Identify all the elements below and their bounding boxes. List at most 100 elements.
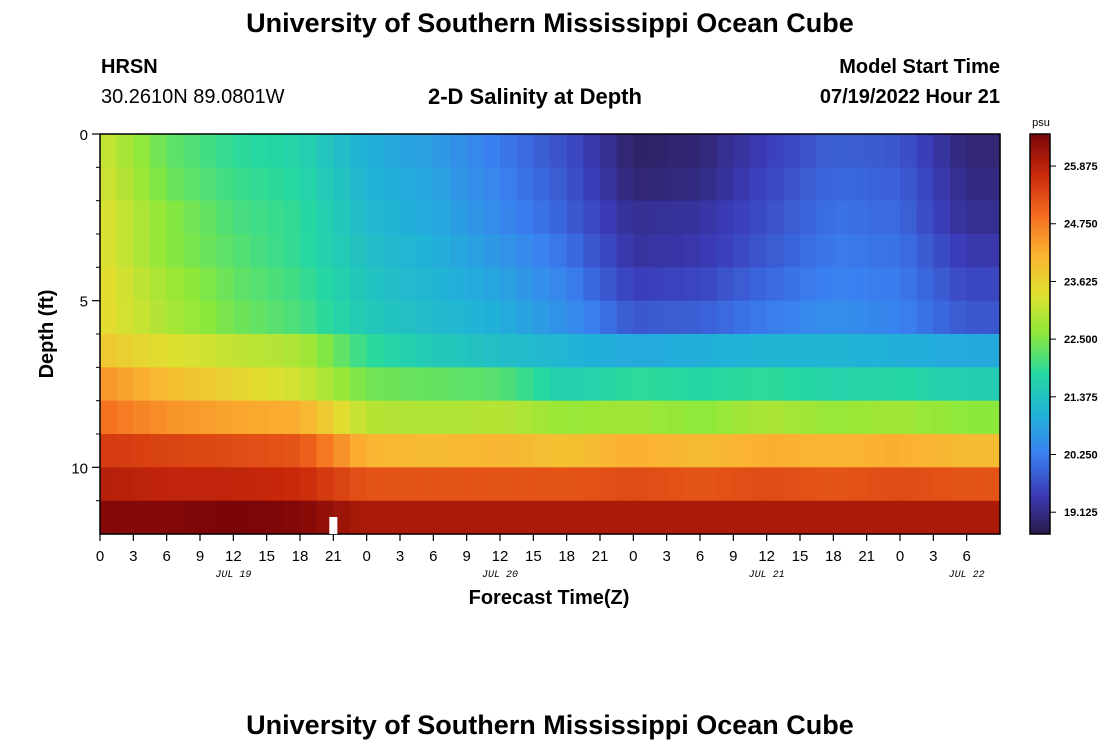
heatmap-cell bbox=[383, 300, 401, 335]
heatmap-cell bbox=[633, 500, 651, 535]
heatmap-cell bbox=[533, 334, 551, 368]
heatmap-cell bbox=[500, 267, 518, 302]
heatmap-cell bbox=[866, 367, 884, 402]
heatmap-cell bbox=[666, 167, 684, 202]
heatmap-cell bbox=[850, 300, 868, 335]
heatmap-cell bbox=[533, 467, 551, 502]
heatmap-cell bbox=[316, 234, 334, 268]
heatmap-cell bbox=[266, 434, 284, 468]
heatmap-cell bbox=[916, 267, 934, 302]
heatmap-cell bbox=[416, 434, 434, 468]
heatmap-cell bbox=[300, 234, 318, 268]
heatmap-cell bbox=[933, 334, 951, 368]
heatmap-cell bbox=[650, 200, 668, 235]
heatmap-cell bbox=[933, 400, 951, 435]
heatmap-cell bbox=[900, 334, 918, 368]
heatmap-cell bbox=[950, 200, 968, 235]
current-time-marker bbox=[329, 517, 338, 534]
heatmap-cell bbox=[600, 434, 618, 468]
heatmap-cell bbox=[133, 134, 151, 168]
heatmap-cell bbox=[650, 467, 668, 502]
heatmap-cell bbox=[416, 334, 434, 368]
heatmap-cell bbox=[950, 500, 968, 535]
heatmap-cell bbox=[616, 134, 634, 168]
heatmap-cell bbox=[900, 434, 918, 468]
heatmap-cell bbox=[550, 267, 568, 302]
heatmap-cell bbox=[150, 234, 168, 268]
heatmap-cell bbox=[633, 334, 651, 368]
heatmap-cell bbox=[933, 267, 951, 302]
heatmap-cell bbox=[316, 134, 334, 168]
chart-subtitle: 2-D Salinity at Depth bbox=[428, 84, 642, 109]
heatmap-cell bbox=[116, 234, 134, 268]
heatmap-cell bbox=[900, 267, 918, 302]
heatmap-cell bbox=[333, 500, 351, 535]
heatmap-cell bbox=[500, 367, 518, 402]
heatmap-cell bbox=[200, 167, 218, 202]
colorbar-tick-label: 24.750 bbox=[1064, 219, 1098, 231]
heatmap-cell bbox=[483, 134, 501, 168]
heatmap-cell bbox=[416, 500, 434, 535]
heatmap-cell bbox=[400, 167, 418, 202]
heatmap-cell bbox=[100, 434, 118, 468]
heatmap-cell bbox=[883, 200, 901, 235]
heatmap-cell bbox=[616, 367, 634, 402]
heatmap-cell bbox=[466, 334, 484, 368]
heatmap-cell bbox=[416, 367, 434, 402]
heatmap-cell bbox=[783, 467, 801, 502]
heatmap-cell bbox=[683, 200, 701, 235]
heatmap-cell bbox=[800, 467, 818, 502]
heatmap-cell bbox=[700, 367, 718, 402]
heatmap-cell bbox=[100, 200, 118, 235]
heatmap-cell bbox=[816, 167, 834, 202]
heatmap-cell bbox=[133, 434, 151, 468]
heatmap-cell bbox=[666, 367, 684, 402]
heatmap-cell bbox=[833, 367, 851, 402]
heatmap-cell bbox=[816, 500, 834, 535]
heatmap-cell bbox=[150, 334, 168, 368]
heatmap-cell bbox=[800, 500, 818, 535]
heatmap-cell bbox=[550, 300, 568, 335]
heatmap-cell bbox=[700, 300, 718, 335]
heatmap-cell bbox=[266, 367, 284, 402]
heatmap-cell bbox=[383, 234, 401, 268]
x-axis-ticks: 0 3 6 9 12 15 18 21 0 3 6 9 12 15 18 21 0 3 6 9 12 15 18 21 0 3 6 bbox=[96, 534, 971, 565]
heatmap-cell bbox=[883, 300, 901, 335]
heatmap-cell bbox=[183, 500, 201, 535]
heatmap-cell bbox=[900, 200, 918, 235]
heatmap-cell bbox=[300, 167, 318, 202]
heatmap-cell bbox=[766, 467, 784, 502]
heatmap-cell bbox=[600, 400, 618, 435]
heatmap-cell bbox=[666, 334, 684, 368]
heatmap-cell bbox=[100, 334, 118, 368]
heatmap-cell bbox=[250, 367, 268, 402]
heatmap-cell bbox=[283, 234, 301, 268]
heatmap-cell bbox=[500, 334, 518, 368]
heatmap-cell bbox=[316, 467, 334, 502]
heatmap-cell bbox=[166, 234, 184, 268]
heatmap-cell bbox=[616, 234, 634, 268]
heatmap-cell bbox=[200, 500, 218, 535]
heatmap-cell bbox=[450, 267, 468, 302]
heatmap-cell bbox=[750, 200, 768, 235]
heatmap-cell bbox=[533, 400, 551, 435]
heatmap-cell bbox=[366, 300, 384, 335]
heatmap-cell bbox=[866, 200, 884, 235]
heatmap-cell bbox=[250, 400, 268, 435]
heatmap-cell bbox=[133, 367, 151, 402]
colorbar-tick-label: 23.625 bbox=[1064, 276, 1098, 288]
heatmap-cell bbox=[400, 467, 418, 502]
x-tick-label: 12 bbox=[758, 548, 775, 565]
x-tick-label: 15 bbox=[792, 548, 809, 565]
heatmap-cell bbox=[950, 267, 968, 302]
heatmap-cell bbox=[933, 434, 951, 468]
heatmap-cell bbox=[483, 467, 501, 502]
heatmap-cell bbox=[750, 167, 768, 202]
heatmap-cell bbox=[583, 367, 601, 402]
heatmap-cell bbox=[866, 400, 884, 435]
heatmap-cell bbox=[966, 234, 984, 268]
heatmap-cell bbox=[300, 267, 318, 302]
x-tick-label: 15 bbox=[258, 548, 275, 565]
heatmap-cell bbox=[300, 367, 318, 402]
heatmap-cell bbox=[916, 134, 934, 168]
